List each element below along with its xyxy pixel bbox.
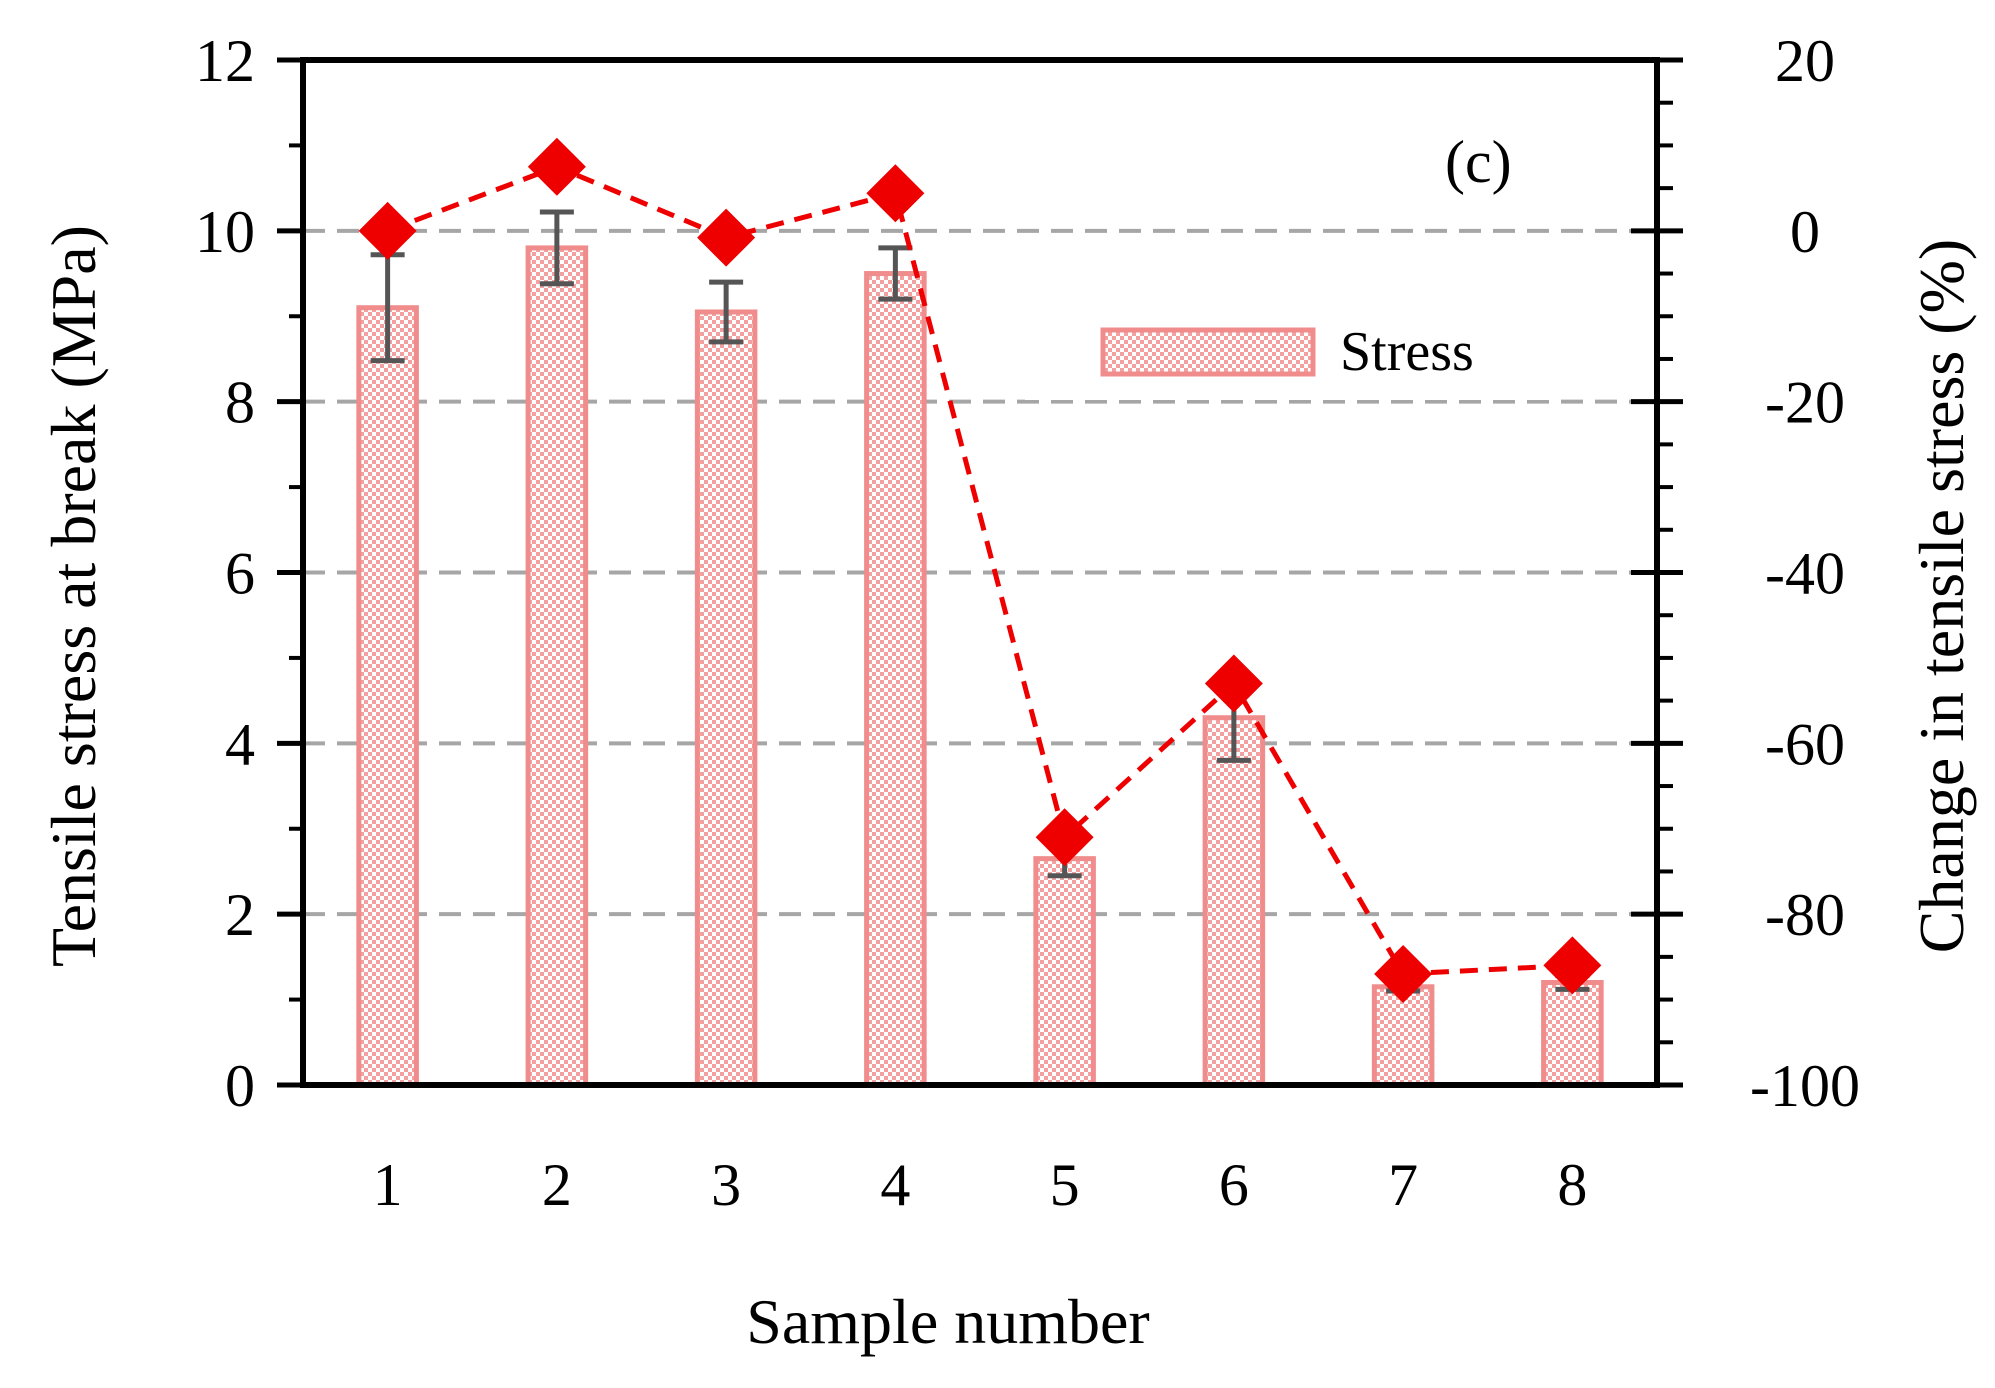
x-tick-label-3: 3 [711,1152,741,1218]
panel-label: (c) [1445,129,1512,195]
bar-3 [694,309,758,1088]
y2-tick-label--60: -60 [1765,711,1845,777]
y2-tick-label--20: -20 [1765,370,1845,436]
y-tick-label-12: 12 [195,28,255,94]
bar-1 [356,305,419,1088]
change-marker-7 [1374,944,1433,1003]
bar-8 [1541,980,1604,1088]
change-line [358,137,1602,1003]
y2-tick-label--80: -80 [1765,882,1845,948]
x-axis-title: Sample number [746,1286,1149,1357]
legend-label-stress: Stress [1340,321,1474,383]
x-tick-label-2: 2 [542,1152,572,1218]
change-marker-6 [1204,654,1263,713]
y2-tick-label-0: 0 [1790,199,1820,265]
y-tick-label-0: 0 [225,1053,255,1119]
y-tick-label-4: 4 [225,711,255,777]
legend-swatch-stress [1100,327,1316,377]
y2-tick-label-20: 20 [1775,28,1835,94]
change-marker-2 [527,137,586,196]
change-marker-1 [358,201,417,260]
x-tick-label-6: 6 [1219,1152,1249,1218]
change-marker-4 [866,164,925,223]
y2-axis-title: Change in tensile stress (%) [1906,239,1977,954]
change-marker-8 [1543,936,1602,995]
y-axis-title: Tensile stress at break (MPa) [38,225,109,967]
x-tick-label-1: 1 [373,1152,403,1218]
y-tick-label-2: 2 [225,882,255,948]
x-tick-label-7: 7 [1388,1152,1418,1218]
x-tick-label-5: 5 [1050,1152,1080,1218]
y-tick-label-10: 10 [195,199,255,265]
change-marker-5 [1035,808,1094,867]
x-tick-label-4: 4 [880,1152,910,1218]
bar-5 [1033,856,1096,1088]
y2-tick-label--40: -40 [1765,541,1845,607]
y-tick-label-8: 8 [225,370,255,436]
y-tick-label-6: 6 [225,541,255,607]
change-line-path [386,164,1573,977]
bars [356,245,1604,1088]
bar-4 [864,271,927,1088]
change-marker-3 [697,208,756,267]
axes [277,57,1683,1088]
bar-6 [1202,715,1266,1088]
bar-2 [525,245,589,1088]
y2-tick-label--100: -100 [1750,1053,1860,1119]
x-tick-label-8: 8 [1557,1152,1587,1218]
legend: Stress [1025,305,1555,400]
